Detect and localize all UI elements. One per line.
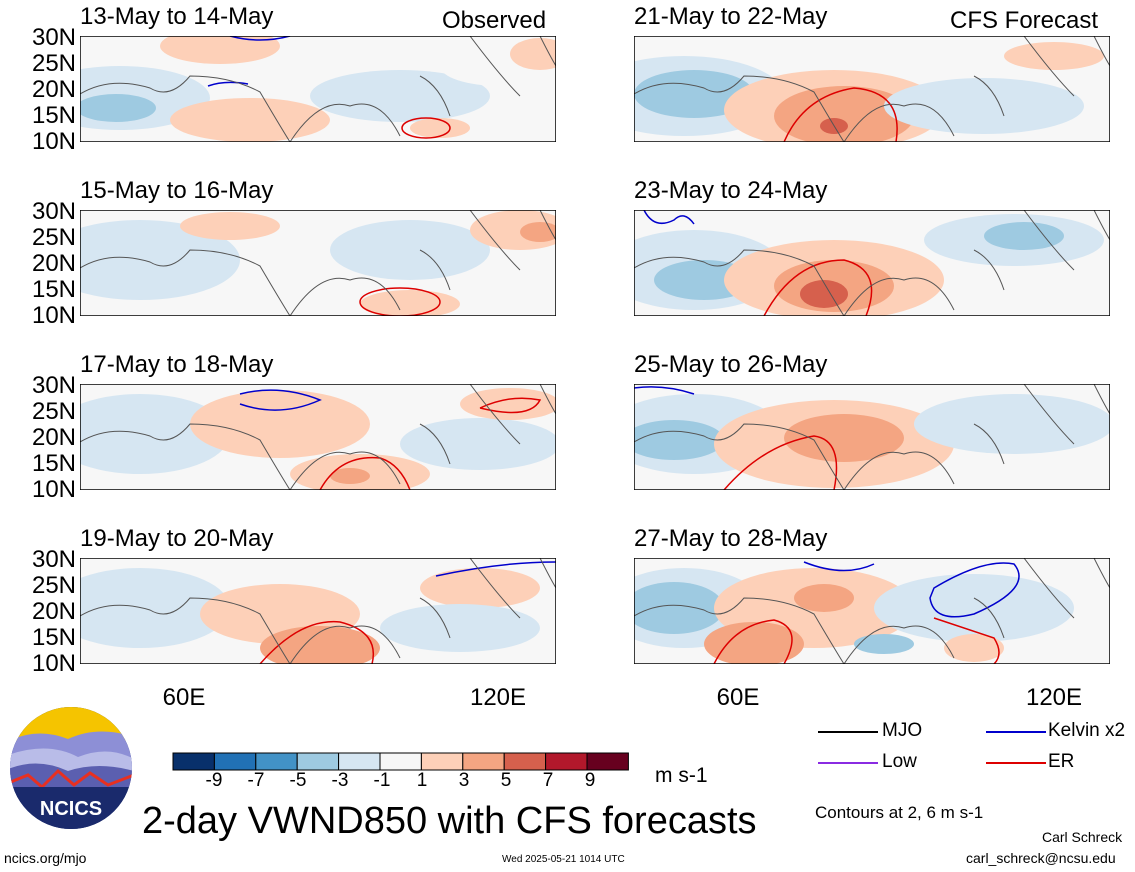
main-title: 2-day VWND850 with CFS forecasts (142, 800, 757, 842)
map-panel-3 (80, 210, 556, 316)
lat-label: 15N (31, 450, 76, 477)
legend-swatch-low (818, 762, 878, 764)
panel-title-6: 25-May to 26-May (634, 351, 828, 378)
colorbar-swatch (462, 752, 505, 771)
colorbar-label: -1 (373, 770, 391, 791)
contours-note: Contours at 2, 6 m s-1 (815, 803, 984, 822)
footer-author: Carl Schreck (1042, 829, 1123, 845)
panel-title-3: 15-May to 16-May (80, 177, 274, 204)
lat-label: 15N (31, 624, 76, 651)
legend-label-er: ER (1048, 751, 1075, 772)
footer-email: carl_schreck@ncsu.edu (966, 850, 1116, 866)
map-panel-4 (634, 210, 1110, 316)
lat-label: 10N (31, 302, 76, 329)
colorbar-swatch (379, 752, 422, 771)
colorbar-label: 9 (584, 770, 596, 791)
legend-swatch-er (986, 762, 1046, 764)
legend-label-mjo: MJO (882, 720, 923, 741)
legend-label-kelvin: Kelvin x2 (1048, 720, 1126, 741)
colorbar-swatch (420, 752, 464, 771)
map-panel-2 (634, 36, 1110, 142)
lat-label: 30N (31, 546, 76, 573)
lat-label: 30N (31, 372, 76, 399)
panel-title-2: 21-May to 22-May (634, 3, 828, 30)
footer-timestamp: Wed 2025-05-21 1014 UTC (502, 854, 625, 865)
map-panel-8 (634, 558, 1110, 664)
lat-label: 25N (31, 224, 76, 251)
colorbar-label: -7 (247, 770, 265, 791)
map-panel-7 (80, 558, 556, 664)
colorbar-label: 3 (458, 770, 470, 791)
lat-label: 10N (31, 476, 76, 503)
map-panel-5 (80, 384, 556, 490)
colorbar-swatch (255, 752, 298, 771)
lon-label-right-120e: 120E (1025, 684, 1083, 711)
colorbar-swatch (213, 752, 257, 771)
panel-title-8: 27-May to 28-May (634, 525, 828, 552)
colorbar-label: 5 (500, 770, 512, 791)
colorbar-label: -9 (205, 770, 223, 791)
lon-label-left-60e: 60E (162, 684, 206, 711)
legend-label-low: Low (882, 751, 917, 772)
panel-title-1: 13-May to 14-May (80, 3, 274, 30)
colorbar-swatch (586, 752, 629, 771)
colorbar-swatch (545, 752, 588, 771)
panel-title-7: 19-May to 20-May (80, 525, 274, 552)
lat-label: 20N (31, 598, 76, 625)
map-panel-6 (634, 384, 1110, 490)
lat-label: 25N (31, 398, 76, 425)
panel-tag-forecast: CFS Forecast (950, 7, 1099, 34)
lat-label: 20N (31, 76, 76, 103)
lat-label: 15N (31, 276, 76, 303)
colorbar-label: -3 (331, 770, 349, 791)
lat-label: 10N (31, 128, 76, 155)
lat-label: 10N (31, 650, 76, 677)
lat-label: 20N (31, 250, 76, 277)
colorbar-swatch (172, 752, 215, 771)
lat-label: 15N (31, 102, 76, 129)
colorbar-swatch (338, 752, 381, 771)
legend-swatch-kelvin (986, 731, 1046, 733)
lat-label: 30N (31, 24, 76, 51)
lat-label: 20N (31, 424, 76, 451)
footer-url: ncics.org/mjo (4, 850, 87, 866)
ncics-logo: NCICS (10, 707, 132, 829)
panel-title-5: 17-May to 18-May (80, 351, 274, 378)
colorbar-label: -5 (289, 770, 307, 791)
colorbar-swatch (296, 752, 340, 771)
panel-tag-observed: Observed (442, 7, 547, 34)
lon-label-right-60e: 60E (716, 684, 760, 711)
lon-label-left-120e: 120E (469, 684, 527, 711)
logo-text: NCICS (40, 798, 102, 820)
panel-title-4: 23-May to 24-May (634, 177, 828, 204)
colorbar-label: 7 (542, 770, 554, 791)
lat-label: 25N (31, 572, 76, 599)
lat-label: 25N (31, 50, 76, 77)
colorbar-swatch (503, 752, 547, 771)
map-panel-1 (80, 36, 556, 142)
legend-swatch-mjo (818, 731, 878, 733)
colorbar-label: 1 (416, 770, 428, 791)
lat-label: 30N (31, 198, 76, 225)
colorbar-units: m s-1 (655, 764, 708, 787)
